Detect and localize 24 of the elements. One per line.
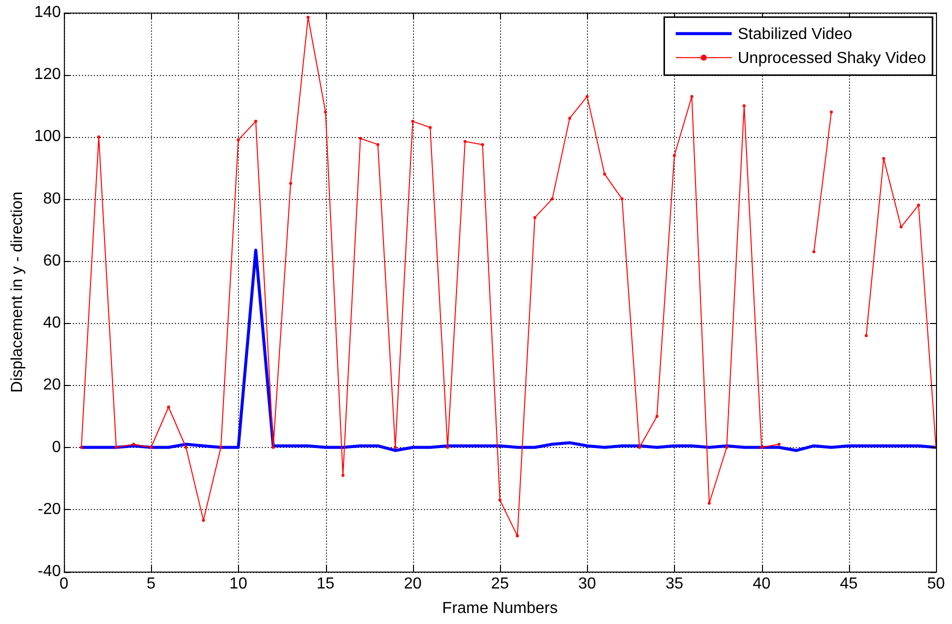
y-tick-label: 60	[43, 252, 61, 270]
x-tick-label: 15	[316, 576, 335, 593]
y-tick-label: -20	[38, 500, 61, 518]
y-axis-title: Displacement in y - direction	[9, 192, 26, 393]
x-tick-label: 5	[146, 576, 156, 593]
x-tick-label: 30	[578, 576, 596, 593]
x-tick-label: 35	[665, 576, 684, 593]
x-tick-label: 20	[404, 576, 422, 593]
y-tick-label: 40	[43, 314, 61, 332]
y-tick-label: 100	[34, 128, 61, 146]
x-tick-label: 25	[491, 576, 509, 593]
y-tick-label: 140	[34, 4, 61, 22]
x-tick-label: 50	[927, 576, 945, 593]
x-tick-label: 40	[752, 576, 771, 593]
y-tick-label: 0	[52, 438, 61, 456]
y-tick-label: 80	[43, 190, 61, 208]
legend-label: Stabilized Video	[738, 26, 852, 44]
x-tick-label: 45	[840, 576, 858, 593]
y-tick-label: -40	[38, 563, 61, 580]
y-tick-label: 20	[43, 376, 61, 394]
y-tick-label: 120	[34, 66, 61, 84]
legend-label: Unprocessed Shaky Video	[738, 50, 926, 68]
x-tick-label: 10	[229, 576, 248, 593]
x-axis-title: Frame Numbers	[442, 600, 558, 617]
